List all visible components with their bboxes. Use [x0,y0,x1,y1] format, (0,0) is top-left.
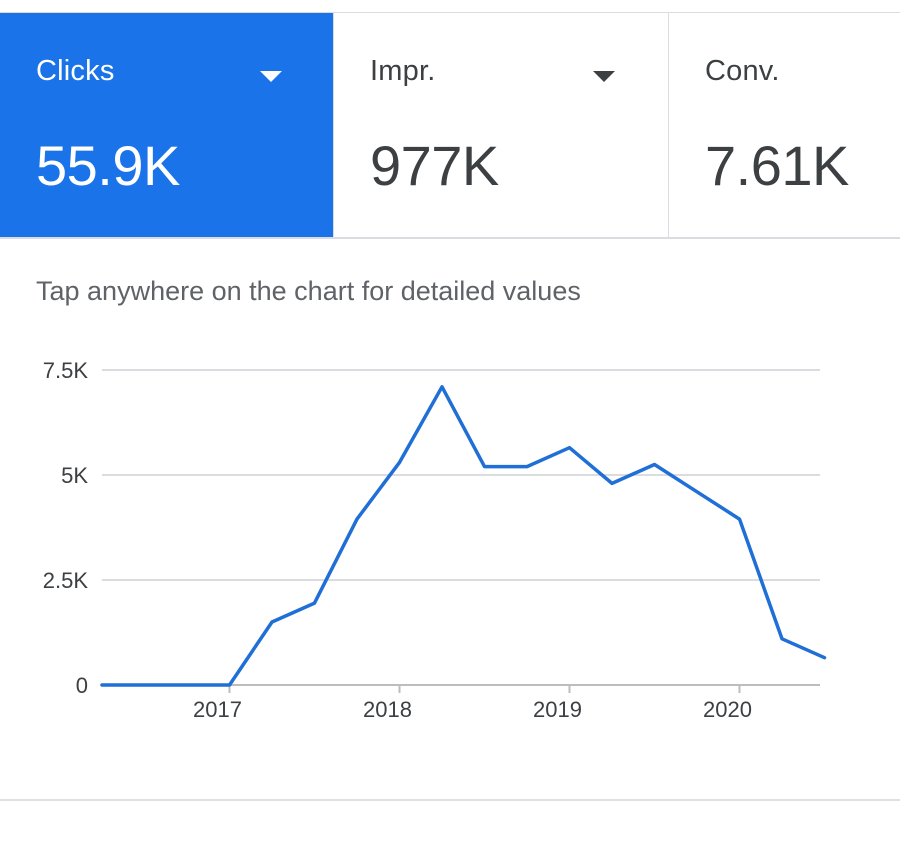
data-point[interactable] [653,463,657,467]
y-tick-label: 2.5K [43,568,89,593]
metric-value: 977K [370,134,499,197]
data-point[interactable] [100,683,104,687]
y-tick-label: 0 [76,673,88,698]
y-tick-label: 5K [61,463,88,488]
metric-value: 55.9K [36,134,180,197]
x-tick-label: 2017 [193,697,242,722]
chart-hint: Tap anywhere on the chart for detailed v… [36,276,581,306]
top-border [0,12,900,13]
data-point[interactable] [610,481,614,485]
metric-label: Conv. [705,55,780,87]
metric-card-clicks[interactable]: Clicks 55.9K [0,13,333,237]
metric-card-impressions[interactable]: Impr. 977K [333,13,668,237]
clicks-series-line[interactable] [100,385,827,687]
x-tick-label: 2018 [363,697,412,722]
caret-down-icon[interactable] [593,71,615,82]
data-point[interactable] [440,385,444,389]
data-point[interactable] [355,517,359,521]
data-point[interactable] [823,656,827,660]
data-point[interactable] [398,460,402,464]
data-point[interactable] [780,637,784,641]
data-point[interactable] [313,601,317,605]
data-point[interactable] [738,517,742,521]
x-tick-label: 2019 [533,697,582,722]
clicks-line-chart[interactable]: 0 2.5K 5K 7.5K 2017 2018 2019 2020 [0,340,900,740]
metric-value: 7.61K [705,134,849,197]
metric-label: Impr. [370,55,436,87]
metric-card-conversions[interactable]: Conv. 7.61K [668,13,900,237]
data-point[interactable] [483,465,487,469]
data-point[interactable] [695,490,699,494]
data-point[interactable] [270,620,274,624]
data-point[interactable] [525,465,529,469]
data-point[interactable] [228,683,232,687]
metric-tabs: Clicks 55.9K Impr. 977K Conv. 7.61K [0,13,900,237]
data-point[interactable] [185,683,189,687]
metric-label: Clicks [36,55,115,87]
bottom-divider [0,799,900,801]
x-tick-label: 2020 [703,697,752,722]
metrics-divider [0,237,900,239]
data-point[interactable] [568,446,572,450]
caret-down-icon[interactable] [260,71,282,82]
y-tick-label: 7.5K [43,358,89,383]
data-point[interactable] [143,683,147,687]
